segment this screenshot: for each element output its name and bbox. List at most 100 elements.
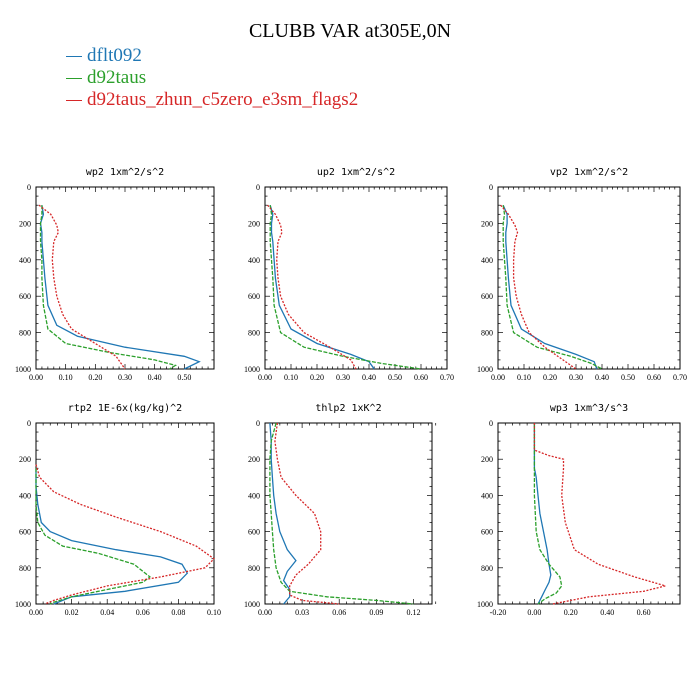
y-tick-label: 0: [256, 419, 260, 428]
legend-line-d92taus-zhun: [66, 100, 82, 102]
y-tick-label: 0: [27, 419, 31, 428]
y-tick-label: 1000: [244, 600, 260, 609]
x-tick-label: 0.00: [258, 373, 272, 382]
y-tick-label: 0: [489, 183, 493, 192]
y-tick-label: 1000: [477, 600, 493, 609]
plot-frame-1: [264, 186, 448, 370]
x-tick-label: 0.10: [284, 373, 298, 382]
y-tick-label: 0: [489, 419, 493, 428]
x-tick-label: 0.06: [332, 608, 346, 617]
series-line-d92taus: [502, 205, 603, 370]
x-tick-label: 0.00: [527, 608, 541, 617]
x-tick-label: 0.30: [118, 373, 132, 382]
y-tick-label: 0: [256, 183, 260, 192]
y-tick-label: 200: [19, 219, 31, 228]
x-tick-label: 0.60: [647, 373, 661, 382]
x-tick-label: 0.00: [491, 373, 505, 382]
y-tick-label: 200: [481, 219, 493, 228]
series-line-d92taus_zhun_c5zero_e3sm_flags2: [533, 423, 668, 605]
legend-entry-dflt092: dflt092: [66, 45, 142, 67]
x-tick-label: 0.09: [369, 608, 383, 617]
plot-frame-4: [264, 422, 433, 605]
x-tick-label: 0.30: [336, 373, 350, 382]
y-tick-label: 600: [481, 292, 493, 301]
plot-frame-3: [35, 422, 215, 605]
x-tick-label: 0.20: [310, 373, 324, 382]
x-tick-label: 0.00: [29, 608, 43, 617]
series-line-d92taus: [533, 423, 563, 605]
y-tick-label: 600: [248, 292, 260, 301]
series-line-dflt092: [39, 205, 201, 370]
x-tick-label: 0.12: [406, 608, 420, 617]
x-tick-label: 0.08: [171, 608, 185, 617]
chart-title-2: vp2 1xm^2/s^2: [550, 167, 628, 178]
legend-entry-d92taus: d92taus: [66, 67, 146, 89]
y-tick-label: 400: [19, 256, 31, 265]
figure-title: CLUBB VAR at305E,0N: [248, 20, 452, 42]
y-tick-label: 400: [248, 256, 260, 265]
series-line-d92taus: [269, 422, 414, 605]
y-tick-label: 800: [248, 564, 260, 573]
y-tick-label: 600: [248, 528, 260, 537]
legend-entry-d92taus-zhun: d92taus_zhun_c5zero_e3sm_flags2: [66, 89, 358, 111]
y-tick-label: 400: [19, 491, 31, 500]
x-tick-label: 0.60: [637, 608, 651, 617]
y-tick-label: 200: [19, 455, 31, 464]
y-tick-label: 200: [248, 219, 260, 228]
x-tick-label: 0.00: [29, 373, 43, 382]
y-tick-label: 400: [248, 491, 260, 500]
x-tick-label: 0.60: [414, 373, 428, 382]
series-line-d92taus: [35, 468, 151, 605]
series-line-dflt092: [502, 204, 598, 370]
y-tick-label: 600: [19, 292, 31, 301]
y-tick-label: 1000: [477, 365, 493, 374]
x-tick-label: 0.70: [673, 373, 687, 382]
plot-frame-2: [497, 186, 681, 370]
chart-title-0: wp2 1xm^2/s^2: [86, 167, 164, 178]
y-tick-label: 400: [481, 491, 493, 500]
series-line-d92taus_zhun_c5zero_e3sm_flags2: [35, 464, 215, 605]
x-tick-label: -0.20: [490, 608, 507, 617]
chart-panel-3: rtp2 1E-6x(kg/kg)^2 0 200 400 600 800 10000.00…: [15, 403, 221, 617]
chart-title-1: up2 1xm^2/s^2: [317, 167, 395, 178]
chart-title-3: rtp2 1E-6x(kg/kg)^2: [68, 403, 182, 414]
series-line-d92taus: [269, 205, 422, 370]
legend-line-dflt092: [66, 56, 82, 58]
x-tick-label: 0.40: [148, 373, 162, 382]
y-tick-label: 1000: [15, 600, 31, 609]
legend-label-d92taus: d92taus: [87, 67, 147, 88]
legend-label-dflt092: dflt092: [87, 45, 142, 66]
y-tick-label: 800: [19, 329, 31, 338]
y-tick-label: 200: [481, 455, 493, 464]
x-tick-label: 0.20: [564, 608, 578, 617]
x-tick-label: 0.50: [621, 373, 635, 382]
series-line-d92taus: [39, 205, 178, 370]
series-line-dflt092: [269, 205, 375, 370]
x-tick-label: 0.10: [207, 608, 221, 617]
chart-title-5: wp3 1xm^3/s^3: [550, 403, 628, 414]
series-line-dflt092: [269, 422, 297, 605]
x-tick-label: 0.02: [65, 608, 79, 617]
series-line-d92taus_zhun_c5zero_e3sm_flags2: [274, 422, 340, 605]
y-tick-label: 0: [27, 183, 31, 192]
x-tick-label: 0.20: [88, 373, 102, 382]
chart-title-4: thlp2 1xK^2: [315, 403, 381, 414]
plot-frame-5: [497, 422, 681, 605]
y-tick-label: 800: [248, 329, 260, 338]
x-tick-label: 0.03: [295, 608, 309, 617]
x-tick-label: 0.30: [569, 373, 583, 382]
chart-panel-5: wp3 1xm^3/s^3 0 200 400 600 800 1000-0.20 0.00 0…: [477, 403, 681, 617]
y-tick-label: 400: [481, 256, 493, 265]
y-tick-label: 1000: [244, 365, 260, 374]
y-tick-label: 200: [248, 455, 260, 464]
x-tick-label: 0.00: [258, 608, 272, 617]
series-line-d92taus_zhun_c5zero_e3sm_flags2: [267, 204, 357, 370]
x-tick-label: 0.06: [136, 608, 150, 617]
y-tick-label: 800: [481, 329, 493, 338]
y-tick-label: 600: [19, 528, 31, 537]
series-line-dflt092: [533, 423, 552, 605]
x-tick-label: 0.20: [543, 373, 557, 382]
y-tick-label: 1000: [15, 365, 31, 374]
